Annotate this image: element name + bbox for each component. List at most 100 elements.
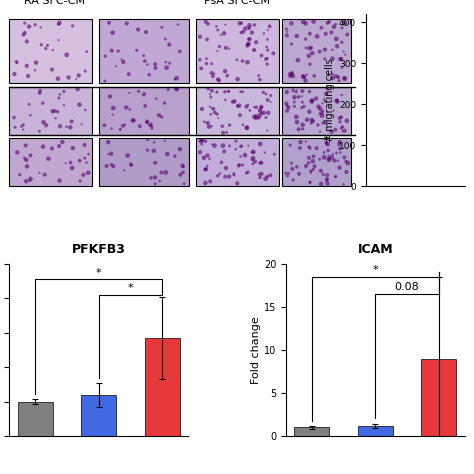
Point xyxy=(126,89,133,97)
Point xyxy=(229,98,237,106)
Point xyxy=(295,126,302,133)
Point xyxy=(232,146,240,153)
Point xyxy=(206,103,214,111)
Point xyxy=(177,171,184,179)
Point xyxy=(328,46,336,54)
Point xyxy=(135,88,142,95)
Point xyxy=(250,149,257,156)
Point xyxy=(250,46,258,54)
Point xyxy=(176,47,183,55)
Point xyxy=(341,19,348,27)
FancyBboxPatch shape xyxy=(282,87,351,135)
Point xyxy=(232,137,240,145)
Point xyxy=(60,101,68,109)
Point xyxy=(199,137,206,144)
Point xyxy=(76,101,83,109)
Point xyxy=(306,179,314,187)
Point xyxy=(108,47,116,55)
Point xyxy=(197,137,204,145)
Point xyxy=(54,75,62,82)
Point xyxy=(27,111,34,119)
Point xyxy=(155,111,163,119)
Point xyxy=(261,149,268,156)
Point xyxy=(203,152,211,159)
Point xyxy=(286,73,294,80)
Point xyxy=(201,179,209,187)
Point xyxy=(75,72,82,79)
Point xyxy=(198,137,206,144)
Point xyxy=(161,137,169,145)
Point xyxy=(295,93,302,100)
Point xyxy=(341,75,348,82)
Point xyxy=(310,18,318,25)
Point xyxy=(162,58,170,66)
Point xyxy=(67,159,74,166)
Point xyxy=(293,118,301,126)
Point xyxy=(305,154,313,162)
Point xyxy=(337,113,345,121)
Point xyxy=(161,100,168,107)
Point xyxy=(316,48,323,55)
Point xyxy=(330,157,338,164)
Point xyxy=(66,124,74,131)
Point xyxy=(215,77,223,84)
Point xyxy=(248,156,256,164)
Point xyxy=(283,102,291,110)
Point xyxy=(325,152,332,159)
Point xyxy=(73,75,80,83)
Point xyxy=(306,30,314,37)
Point xyxy=(317,167,325,174)
Point xyxy=(196,148,204,156)
Point xyxy=(342,158,350,165)
Point xyxy=(219,129,227,137)
Point xyxy=(174,21,182,28)
Point xyxy=(252,114,259,121)
FancyBboxPatch shape xyxy=(282,19,351,83)
Point xyxy=(338,38,346,46)
Point xyxy=(302,138,310,146)
Point xyxy=(336,118,344,126)
Point xyxy=(323,172,331,179)
Point xyxy=(209,73,217,80)
Point xyxy=(202,165,210,173)
Point xyxy=(328,28,335,36)
Point xyxy=(109,29,117,36)
Point xyxy=(322,139,330,146)
Point xyxy=(334,98,341,106)
Point xyxy=(256,76,264,83)
Point xyxy=(318,180,325,188)
Point xyxy=(289,87,297,94)
Point xyxy=(266,22,273,30)
FancyBboxPatch shape xyxy=(196,138,279,186)
Point xyxy=(208,122,216,130)
Point xyxy=(226,142,233,150)
Point xyxy=(336,141,343,148)
Point xyxy=(231,98,238,105)
Point xyxy=(267,91,274,99)
Point xyxy=(55,20,62,28)
Point xyxy=(237,88,245,95)
Point xyxy=(238,19,246,27)
Point xyxy=(264,36,271,43)
Point xyxy=(258,52,265,59)
Point xyxy=(258,109,265,117)
Point xyxy=(299,121,307,128)
FancyBboxPatch shape xyxy=(99,19,189,83)
Point xyxy=(180,163,187,171)
Point xyxy=(319,100,326,107)
Point xyxy=(332,126,339,134)
Point xyxy=(338,24,346,32)
Point xyxy=(321,118,329,126)
Point xyxy=(214,26,221,34)
Point xyxy=(144,118,151,125)
Point xyxy=(203,162,211,170)
Point xyxy=(211,142,219,149)
Point xyxy=(248,148,255,156)
Point xyxy=(332,173,340,181)
Point xyxy=(51,107,59,115)
Point xyxy=(237,143,245,150)
Point xyxy=(239,121,247,129)
Point xyxy=(123,19,130,27)
Point xyxy=(84,169,92,177)
Point xyxy=(303,116,311,124)
